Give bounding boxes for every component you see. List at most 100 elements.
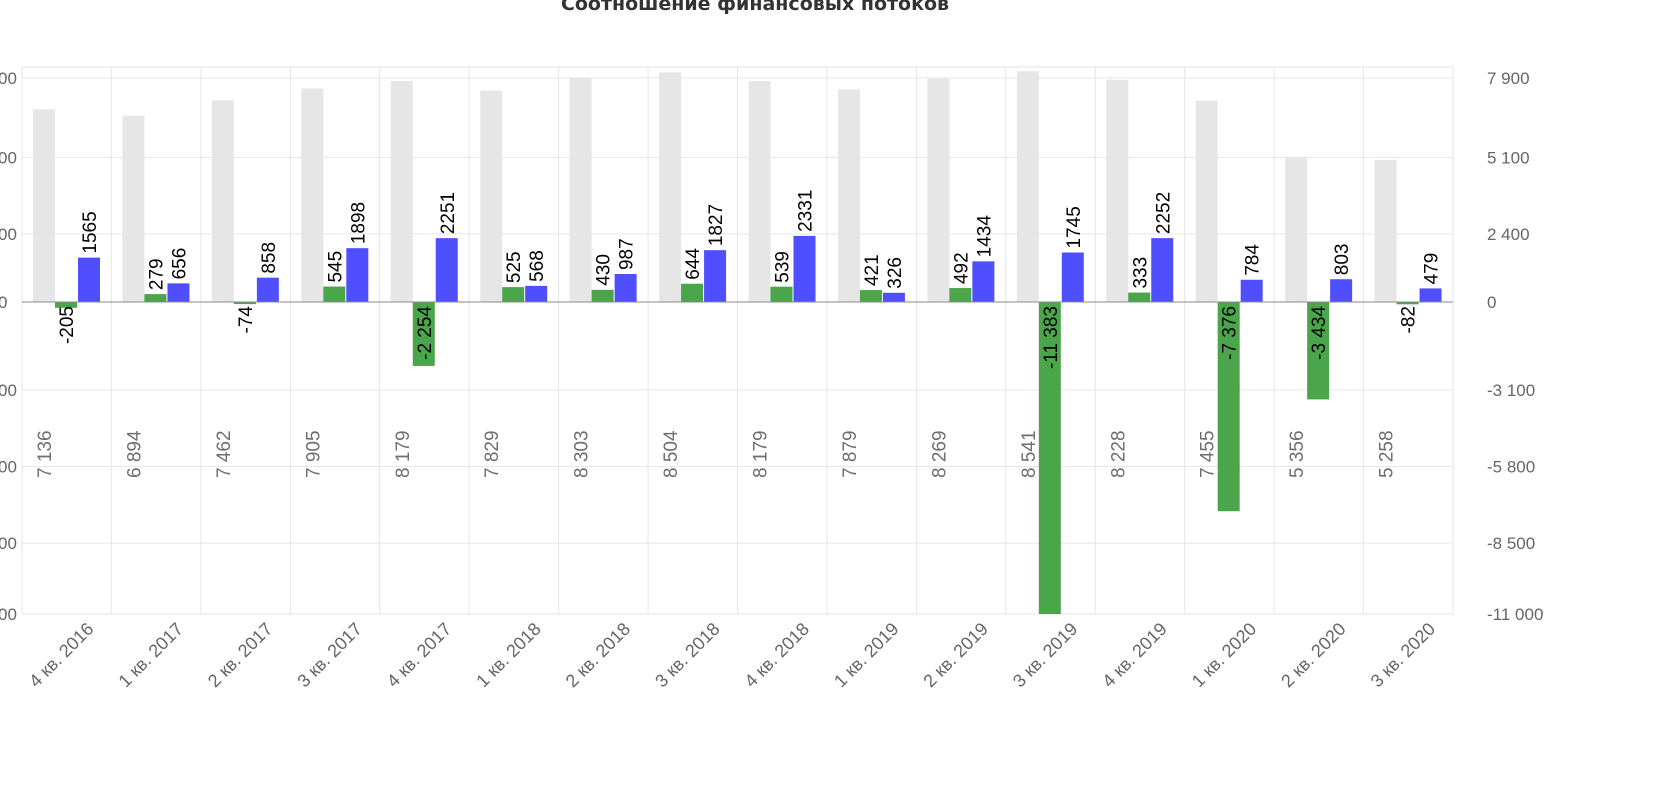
y-axis-left-tick-label: 0 — [0, 293, 7, 312]
x-axis-category-label: 3 кв. 2019 — [1009, 619, 1081, 691]
y-axis-right-tick-label: -8 500 — [1487, 534, 1535, 553]
green-bar — [1307, 302, 1330, 400]
green-bar-label: -2 254 — [415, 306, 436, 360]
revenue-bar — [927, 78, 950, 302]
green-bar-label: 525 — [504, 251, 525, 283]
y-axis-right-tick-label: -11 000 — [1487, 605, 1543, 624]
x-axis-category-label: 3 кв. 2018 — [651, 619, 723, 691]
blue-bar — [1151, 238, 1174, 302]
x-axis-category-label: 1 кв. 2018 — [472, 619, 544, 691]
y-axis-left-tick-label: 00 — [0, 381, 17, 400]
green-bar — [412, 302, 435, 366]
blue-bar — [972, 261, 995, 302]
blue-bar-label: 1745 — [1064, 206, 1085, 248]
revenue-bar-label: 8 179 — [751, 430, 772, 478]
y-axis-left-tick-label: 00 — [0, 148, 17, 167]
green-bar-label: 430 — [594, 254, 615, 286]
blue-bar — [1330, 279, 1353, 302]
green-bar-label: 421 — [862, 254, 883, 286]
x-axis-category-label: 2 кв. 2018 — [562, 619, 634, 691]
green-bar-label: 545 — [325, 251, 346, 283]
blue-bar — [78, 257, 100, 302]
revenue-bar-label: 8 303 — [572, 430, 593, 478]
revenue-bar-label: 7 455 — [1198, 430, 1219, 478]
x-axis-category-label: 2 кв. 2019 — [919, 619, 991, 691]
green-bar-label: -82 — [1399, 306, 1420, 333]
blue-bar — [793, 235, 816, 302]
y-axis-right-tick-label: 0 — [1487, 293, 1496, 312]
y-axis-left-tick-label: 00 — [0, 605, 17, 624]
green-bar-label: -205 — [57, 306, 78, 344]
x-axis-category-label: 1 кв. 2020 — [1188, 619, 1260, 691]
revenue-bar-label: 7 905 — [303, 430, 324, 478]
revenue-bar — [33, 109, 55, 303]
x-axis-category-label: 4 кв. 2017 — [383, 619, 455, 691]
revenue-bar — [122, 115, 145, 302]
revenue-bar — [1285, 157, 1308, 302]
revenue-bar-label: 7 879 — [840, 430, 861, 478]
blue-bar-label: 858 — [259, 242, 280, 274]
chart-title: Соотношение финансовых потоков — [560, 0, 950, 15]
revenue-bar-label: 8 541 — [1019, 430, 1040, 478]
blue-bar-label: 1434 — [974, 215, 995, 258]
revenue-bar — [1374, 159, 1397, 302]
revenue-bar-label: 5 356 — [1287, 430, 1308, 478]
revenue-bar — [837, 89, 860, 302]
blue-bar-label: 326 — [885, 257, 906, 289]
green-bar — [144, 294, 167, 302]
green-bar — [770, 286, 793, 302]
revenue-bar — [480, 90, 503, 302]
green-bar — [1396, 302, 1419, 305]
blue-bar-label: 2251 — [438, 192, 459, 234]
blue-bar — [1419, 288, 1442, 302]
y-axis-right-tick-label: -5 800 — [1487, 458, 1535, 477]
y-axis-right-tick-label: 5 100 — [1487, 148, 1530, 167]
x-axis-category-label: 2 кв. 2020 — [1277, 619, 1349, 691]
y-axis-right-tick-label: 2 400 — [1487, 225, 1530, 244]
blue-bar-label: 1565 — [80, 211, 101, 253]
green-bar — [55, 302, 77, 308]
revenue-bar — [1195, 100, 1218, 303]
revenue-bar-label: 8 504 — [661, 430, 682, 478]
revenue-bar-label: 7 136 — [35, 430, 56, 478]
blue-bar-label: 1827 — [706, 204, 727, 246]
revenue-bar — [659, 72, 682, 302]
y-axis-left-tick-label: 00 — [0, 69, 17, 88]
revenue-bar-label: 6 894 — [124, 430, 145, 478]
blue-bar-label: 479 — [1422, 253, 1443, 285]
y-axis-right-tick-label: -3 100 — [1487, 381, 1535, 400]
blue-bar-label: 568 — [527, 250, 548, 282]
blue-bar-label: 656 — [169, 248, 190, 280]
revenue-bar — [748, 81, 771, 302]
green-bar — [591, 289, 614, 302]
revenue-bar-label: 7 829 — [482, 430, 503, 478]
revenue-bar — [569, 77, 592, 302]
revenue-bar-label: 8 269 — [929, 430, 950, 478]
green-bar-label: -3 434 — [1309, 306, 1330, 360]
green-bar — [233, 302, 256, 305]
revenue-bar-label: 5 258 — [1377, 430, 1398, 478]
green-bar-label: 644 — [683, 248, 704, 280]
green-bar-label: -74 — [236, 306, 257, 334]
green-bar — [323, 286, 346, 302]
data-labels: 7 136 -205 1565 6 894 279 656 7 462 -74 858 7 905… — [35, 190, 1443, 478]
x-axis-category-label: 3 кв. 2020 — [1367, 619, 1439, 691]
green-bar-label: 539 — [773, 251, 794, 283]
revenue-bar — [1016, 71, 1039, 302]
green-bar-label: 492 — [951, 252, 972, 284]
revenue-bar-label: 8 179 — [393, 430, 414, 478]
revenue-bar — [301, 88, 324, 302]
blue-bar — [346, 248, 369, 302]
blue-bar-label: 2252 — [1153, 192, 1174, 234]
blue-bar — [704, 250, 727, 302]
blue-bar-label: 784 — [1243, 244, 1264, 276]
green-bar-label: -11 383 — [1041, 306, 1062, 369]
blue-bar-label: 2331 — [796, 190, 817, 232]
blue-bar-label: 803 — [1332, 244, 1353, 276]
blue-bar — [614, 274, 637, 302]
x-axis-category-label: 4 кв. 2018 — [741, 619, 813, 691]
x-axis-category-label: 1 кв. 2017 — [115, 619, 187, 691]
revenue-bar-label: 8 228 — [1108, 430, 1129, 478]
green-bar-label: -7 376 — [1220, 306, 1241, 360]
